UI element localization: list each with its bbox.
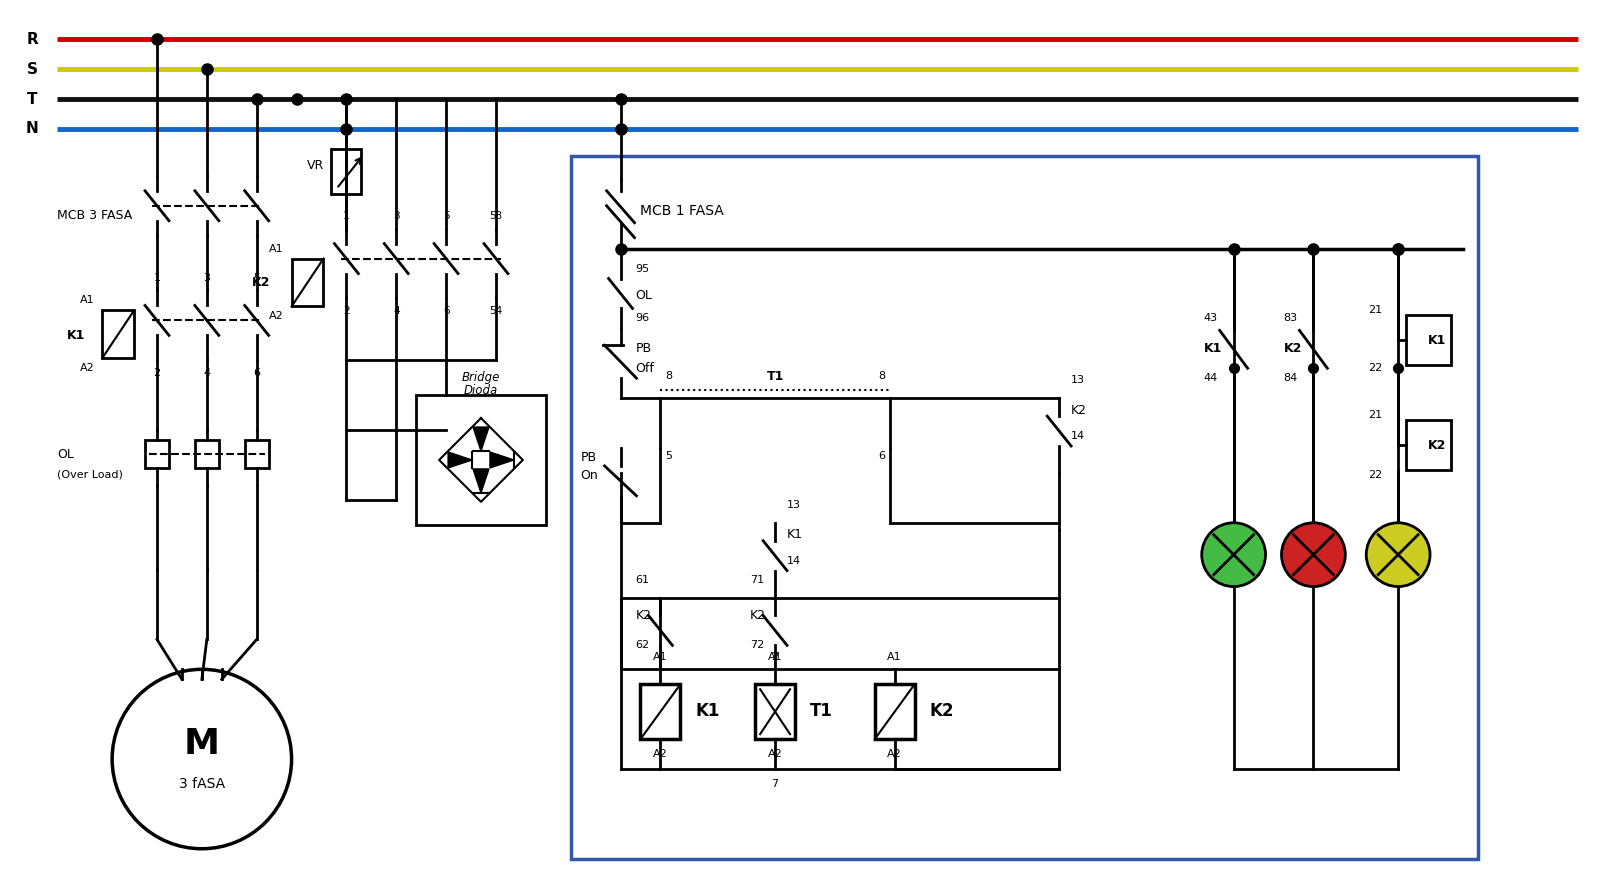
Polygon shape (474, 427, 490, 451)
Text: K2: K2 (1070, 403, 1086, 417)
Text: 5: 5 (666, 451, 672, 461)
Polygon shape (490, 452, 514, 468)
Text: A1: A1 (888, 652, 902, 662)
Text: 8: 8 (666, 371, 672, 381)
Polygon shape (448, 452, 472, 468)
Text: OL: OL (635, 289, 653, 302)
Bar (146, 440, 170, 468)
Text: 96: 96 (635, 314, 650, 323)
Text: 5: 5 (253, 272, 261, 282)
Text: 14: 14 (787, 556, 802, 565)
Text: T: T (27, 91, 38, 107)
Text: 83: 83 (1283, 314, 1298, 323)
Text: 2: 2 (154, 368, 160, 378)
Text: A1: A1 (80, 296, 94, 306)
Text: 22: 22 (1368, 363, 1382, 374)
Text: 13: 13 (787, 500, 802, 510)
Text: K1: K1 (1203, 341, 1222, 355)
Text: MCB 1 FASA: MCB 1 FASA (640, 203, 725, 218)
Text: 72: 72 (750, 641, 765, 650)
Text: Dioda: Dioda (464, 383, 498, 397)
Text: 14: 14 (1070, 431, 1085, 441)
Text: K1: K1 (1429, 334, 1446, 347)
Text: 44: 44 (1203, 374, 1218, 383)
Text: A1: A1 (768, 652, 782, 662)
Text: 21: 21 (1368, 410, 1382, 420)
Text: S: S (27, 62, 38, 77)
Text: (Over Load): (Over Load) (58, 470, 123, 480)
Bar (245, 440, 269, 468)
Text: 2: 2 (342, 306, 350, 316)
Bar (571, 156, 1478, 858)
Text: 22: 22 (1368, 470, 1382, 480)
Text: 3 fASA: 3 fASA (179, 777, 226, 791)
Text: 4: 4 (203, 368, 211, 378)
Text: 3: 3 (203, 272, 210, 282)
Text: A2: A2 (80, 363, 94, 374)
Bar (640, 685, 680, 739)
Text: OL: OL (58, 449, 74, 461)
Text: M: M (184, 727, 219, 761)
Text: K2: K2 (1429, 438, 1446, 452)
Text: R: R (27, 31, 38, 47)
Text: A2: A2 (269, 312, 285, 322)
Text: A2: A2 (653, 749, 667, 759)
Text: 4: 4 (394, 306, 400, 316)
Text: K2: K2 (1283, 341, 1302, 355)
Bar (875, 685, 915, 739)
Text: 2: 2 (771, 652, 779, 662)
Text: K1: K1 (67, 329, 86, 342)
Text: K2: K2 (750, 609, 766, 622)
Text: T1: T1 (766, 370, 784, 383)
Text: Off: Off (635, 362, 654, 375)
Text: N: N (26, 122, 38, 136)
Text: 95: 95 (635, 263, 650, 273)
Text: 6: 6 (253, 368, 261, 378)
Text: PB: PB (635, 341, 651, 355)
Text: 13: 13 (1070, 375, 1085, 385)
Text: 1: 1 (154, 272, 160, 282)
Text: 21: 21 (1368, 306, 1382, 315)
Text: PB: PB (581, 452, 597, 464)
Text: A1: A1 (653, 652, 667, 662)
Text: MCB 3 FASA: MCB 3 FASA (58, 210, 133, 222)
Text: 71: 71 (750, 574, 765, 584)
Circle shape (1282, 522, 1346, 587)
Text: K2: K2 (635, 609, 651, 622)
Text: 43: 43 (1203, 314, 1218, 323)
Text: K2: K2 (251, 276, 270, 289)
Text: K1: K1 (787, 529, 803, 541)
Text: 1: 1 (342, 211, 350, 220)
Text: 54: 54 (490, 306, 502, 316)
Text: 53: 53 (490, 211, 502, 220)
Bar (291, 259, 323, 306)
Bar (416, 395, 546, 525)
Text: 7: 7 (771, 779, 779, 789)
Text: Bridge: Bridge (462, 371, 501, 383)
Text: 6: 6 (878, 451, 885, 461)
Text: K1: K1 (696, 702, 720, 720)
Bar (195, 440, 219, 468)
Text: T1: T1 (810, 702, 834, 720)
Bar (331, 149, 362, 194)
Text: K2: K2 (930, 702, 954, 720)
Circle shape (1366, 522, 1430, 587)
Text: A2: A2 (888, 749, 902, 759)
Bar (755, 685, 795, 739)
Text: 61: 61 (635, 574, 650, 584)
Text: On: On (581, 470, 598, 482)
Text: 6: 6 (443, 306, 450, 316)
Text: 5: 5 (443, 211, 450, 220)
Circle shape (1202, 522, 1266, 587)
Polygon shape (474, 469, 490, 493)
Text: VR: VR (307, 159, 325, 172)
Text: A2: A2 (768, 749, 782, 759)
Bar (102, 310, 134, 358)
Text: 84: 84 (1283, 374, 1298, 383)
Text: 62: 62 (635, 641, 650, 650)
Text: 8: 8 (878, 371, 885, 381)
Text: A1: A1 (269, 244, 283, 254)
Text: 3: 3 (394, 211, 400, 220)
